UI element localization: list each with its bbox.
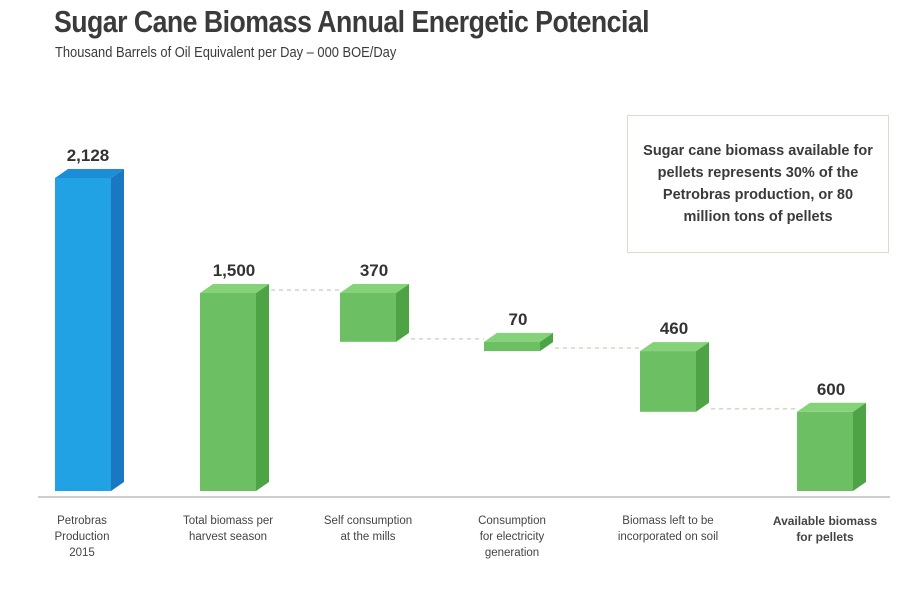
category-label-5: Available biomass for pellets	[760, 513, 890, 545]
category-label-line: Total biomass per	[182, 515, 274, 527]
category-label-4: Biomass left to be incorporated on soil	[603, 513, 733, 545]
bar-top-1	[200, 284, 269, 293]
category-label-3: Consumption for electricity generation	[447, 513, 577, 561]
category-label-line: Available biomass	[772, 514, 878, 528]
bar-top-2	[340, 284, 409, 293]
category-label-line: 2015	[69, 547, 95, 559]
category-label-line: Petrobras	[57, 515, 107, 527]
bar-0	[55, 178, 111, 491]
annotation-text: Sugar cane biomass available for pellets…	[643, 143, 873, 225]
category-label-2: Self consumption at the mills	[303, 513, 433, 545]
bar-2	[340, 293, 396, 342]
category-label-1: Total biomass per harvest season	[163, 513, 293, 545]
category-label-line: generation	[484, 547, 540, 559]
bar-side-1	[256, 284, 269, 491]
category-label-line: for pellets	[796, 530, 854, 544]
category-label-0: Petrobras Production 2015	[17, 513, 147, 561]
category-label-line: Production	[54, 531, 110, 543]
bar-side-2	[396, 284, 409, 342]
bar-1	[200, 293, 256, 491]
bar-side-4	[696, 342, 709, 412]
chart-title: Sugar Cane Biomass Annual Energetic Pote…	[54, 4, 650, 39]
bar-side-5	[853, 402, 866, 491]
category-label-line: Biomass left to be	[622, 515, 714, 527]
bar-4	[640, 351, 696, 412]
category-label-line: incorporated on soil	[617, 531, 719, 543]
bar-3	[484, 341, 540, 352]
category-label-line: at the mills	[340, 531, 396, 543]
bar-side-3	[540, 332, 553, 352]
bar-side-0	[111, 169, 124, 491]
category-label-line: harvest season	[189, 531, 267, 543]
bar-top-4	[640, 342, 709, 352]
bar-top-3	[484, 332, 553, 342]
annotation-box: Sugar cane biomass available for pellets…	[627, 115, 889, 253]
bar-top-0	[55, 169, 124, 178]
data-label-3: 70	[509, 310, 528, 329]
data-label-5: 600	[817, 380, 845, 399]
data-label-2: 370	[360, 261, 388, 280]
data-label-0: 2,128	[67, 146, 110, 165]
category-label-line: for electricity	[479, 531, 545, 543]
bar-top-5	[797, 402, 866, 412]
data-label-1: 1,500	[213, 261, 256, 280]
bar-5	[797, 411, 853, 491]
category-label-line: Self consumption	[323, 515, 413, 527]
chart-subtitle: Thousand Barrels of Oil Equivalent per D…	[55, 44, 397, 61]
category-label-line: Consumption	[478, 515, 546, 527]
data-label-4: 460	[660, 319, 688, 338]
